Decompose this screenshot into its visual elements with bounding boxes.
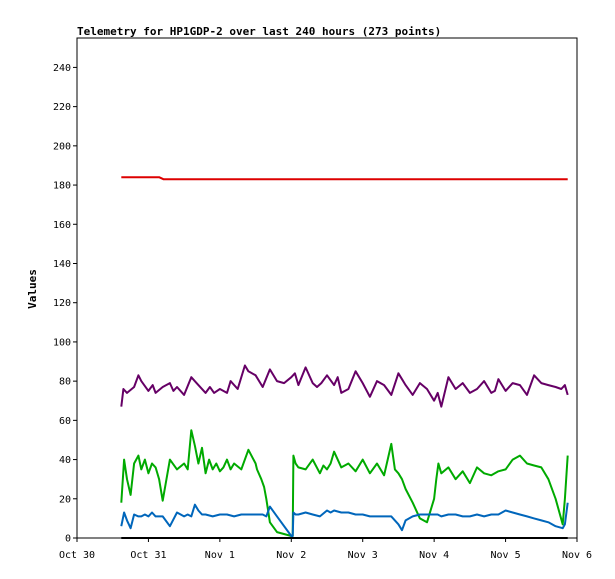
series-line-4 xyxy=(120,502,569,537)
y-tick-label: 60 xyxy=(59,416,71,427)
y-axis-title: Values xyxy=(26,269,39,309)
series-line-3 xyxy=(120,429,569,537)
x-tick-label: Nov 2 xyxy=(276,550,306,561)
plot-area xyxy=(76,37,578,539)
y-tick-label: 100 xyxy=(53,337,71,348)
y-tick-label: 220 xyxy=(53,102,71,113)
chart-title: Telemetry for HP1GDP-2 over last 240 hou… xyxy=(77,25,441,38)
y-tick-label: 140 xyxy=(53,259,71,270)
x-tick-label: Nov 3 xyxy=(348,550,378,561)
x-tick-label: Oct 31 xyxy=(130,550,166,561)
y-tick-label: 180 xyxy=(53,181,71,192)
series-layer xyxy=(120,176,569,539)
x-axis: Oct 30 Oct 31 Nov 1 Nov 2 Nov 3 Nov 4 Nov 5 Nov… xyxy=(59,538,592,561)
y-tick-label: 80 xyxy=(59,377,71,388)
series-line-2 xyxy=(120,364,569,408)
y-tick-label: 160 xyxy=(53,220,71,231)
x-tick-label: Nov 4 xyxy=(419,550,449,561)
x-tick-label: Nov 5 xyxy=(491,550,521,561)
x-tick-label: Nov 1 xyxy=(205,550,235,561)
series-line-1 xyxy=(121,176,568,181)
y-tick-label: 200 xyxy=(53,141,71,152)
x-tick-label: Nov 6 xyxy=(562,550,592,561)
y-tick-label: 20 xyxy=(59,494,71,505)
y-tick-label: 40 xyxy=(59,455,71,466)
y-tick-label: 0 xyxy=(65,534,71,545)
y-axis: 0 20 40 60 80 100 120 140 160 180 200 220 240 xyxy=(53,63,77,545)
y-tick-label: 240 xyxy=(53,63,71,74)
y-tick-label: 120 xyxy=(53,298,71,309)
x-tick-label: Oct 30 xyxy=(59,550,95,561)
